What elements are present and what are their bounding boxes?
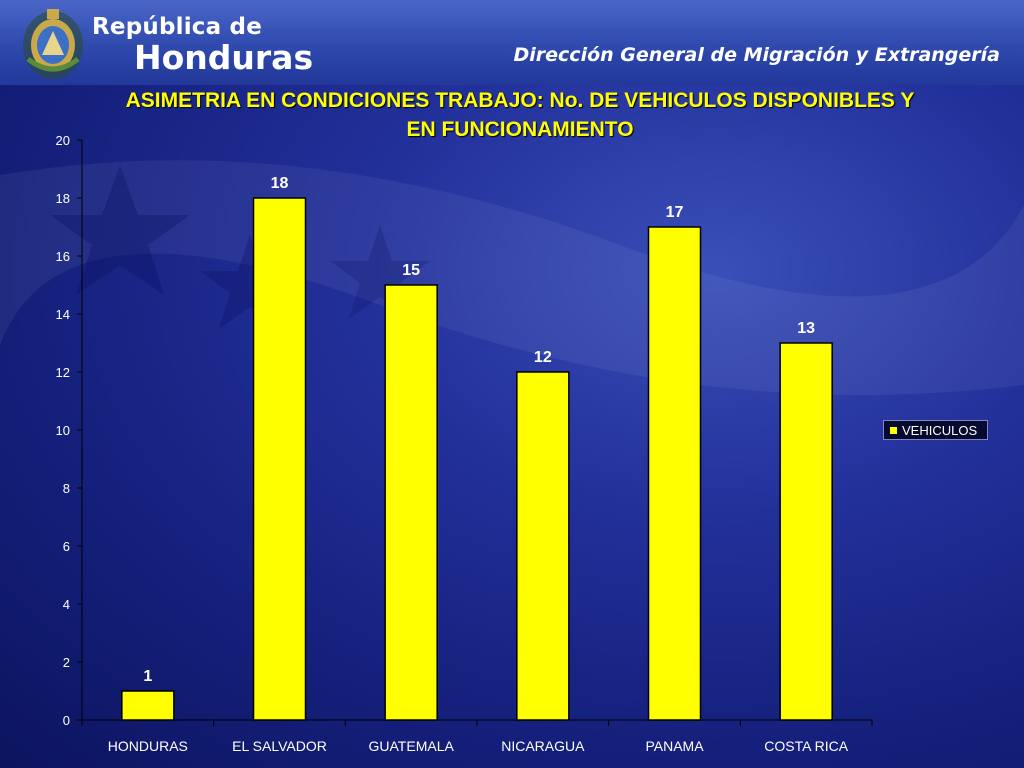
y-tick-label: 2 bbox=[63, 655, 70, 670]
bar-nicaragua bbox=[516, 371, 570, 721]
y-tick-label: 20 bbox=[56, 133, 70, 148]
coat-of-arms-icon bbox=[23, 9, 83, 79]
legend-swatch bbox=[890, 427, 897, 434]
x-tick-label: PANAMA bbox=[645, 738, 704, 754]
chart-legend: VEHICULOS bbox=[883, 420, 988, 440]
y-tick-label: 8 bbox=[63, 481, 70, 496]
data-label: 15 bbox=[402, 262, 420, 279]
y-tick-label: 0 bbox=[63, 713, 70, 728]
x-tick-label: NICARAGUA bbox=[501, 738, 585, 754]
bar-el-salvador bbox=[252, 197, 307, 721]
x-tick-label: GUATEMALA bbox=[369, 738, 455, 754]
y-tick-label: 16 bbox=[56, 249, 70, 264]
data-label: 13 bbox=[797, 320, 815, 337]
x-tick-label: EL SALVADOR bbox=[232, 738, 327, 754]
bar-costa-rica bbox=[779, 342, 833, 721]
x-tick-label: COSTA RICA bbox=[764, 738, 848, 754]
y-tick-label: 4 bbox=[63, 597, 70, 612]
bar-panama bbox=[647, 226, 702, 721]
brand-line-2: Honduras bbox=[134, 38, 314, 77]
legend-label-vehiculos: VEHICULOS bbox=[902, 423, 978, 438]
y-tick-label: 6 bbox=[63, 539, 70, 554]
y-tick-label: 18 bbox=[56, 191, 70, 206]
y-tick-label: 12 bbox=[56, 365, 70, 380]
data-label: 12 bbox=[534, 349, 552, 366]
chart-title: ASIMETRIA EN CONDICIONES TRABAJO: No. DE… bbox=[125, 89, 915, 141]
data-label: 1 bbox=[143, 668, 152, 685]
y-tick-label: 14 bbox=[56, 307, 70, 322]
agency-name: Dirección General de Migración y Extrang… bbox=[513, 44, 1001, 66]
brand-line-1: República de bbox=[92, 14, 263, 40]
bar-honduras bbox=[121, 690, 175, 721]
y-tick-label: 10 bbox=[56, 423, 70, 438]
bar-guatemala bbox=[384, 284, 438, 721]
data-label: 18 bbox=[271, 175, 289, 192]
data-label: 17 bbox=[666, 204, 684, 221]
slide-header: República de Honduras Dirección General … bbox=[0, 0, 1024, 85]
x-tick-label: HONDURAS bbox=[108, 738, 188, 754]
